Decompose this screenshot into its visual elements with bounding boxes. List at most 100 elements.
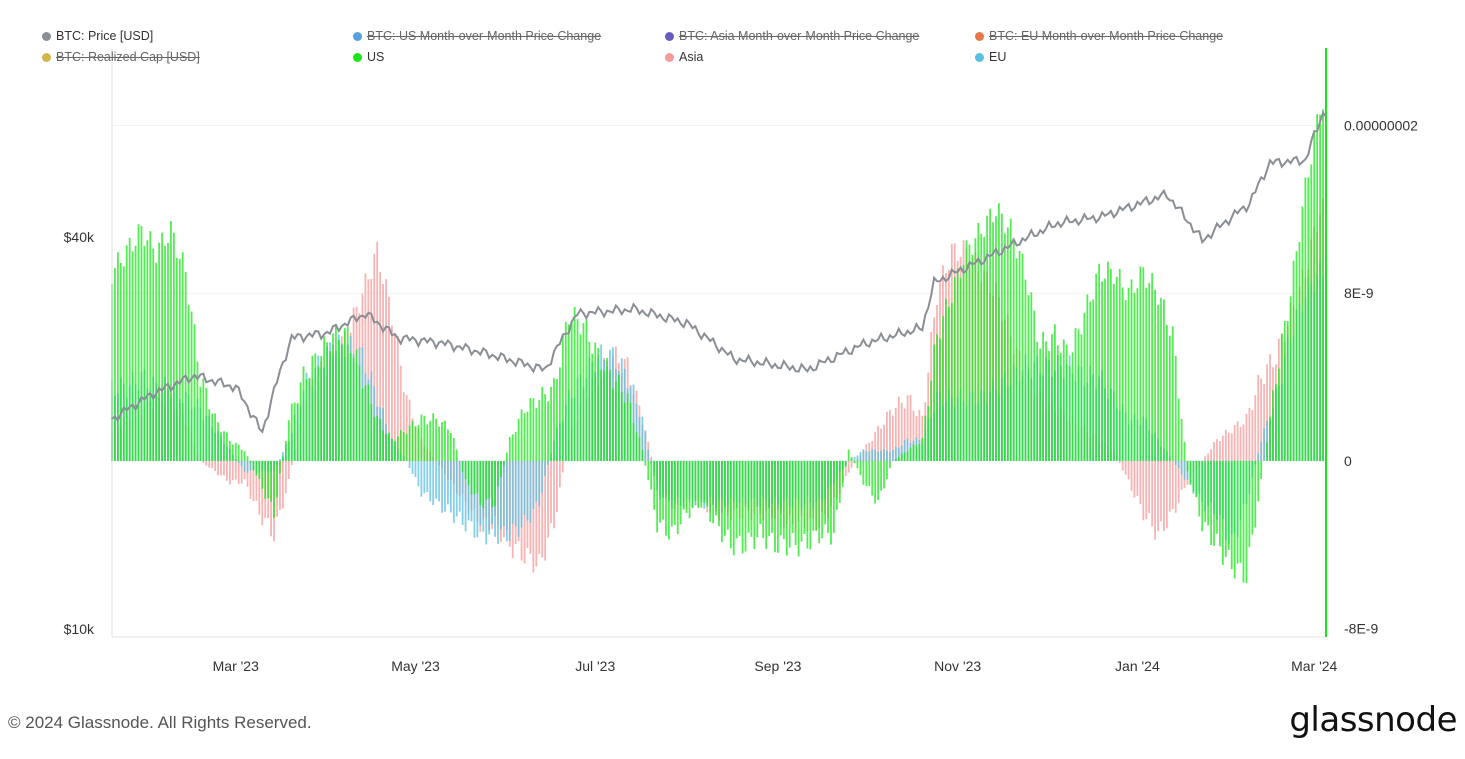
bar-us [517, 418, 520, 461]
bar-us [1251, 460, 1254, 535]
bar-asia [880, 428, 882, 461]
bar-asia [376, 241, 379, 461]
bar-us [1133, 292, 1136, 461]
bar-us [715, 460, 717, 516]
bar-us [122, 266, 125, 461]
bar-us [158, 242, 161, 461]
bar-us [164, 245, 166, 461]
bar-us [1118, 268, 1121, 461]
bar-us [1307, 177, 1310, 461]
bar-us [1039, 348, 1042, 461]
legend-item-asia[interactable]: Asia [665, 50, 703, 64]
bar-eu [452, 460, 455, 524]
bar-asia [1254, 395, 1257, 461]
bar-asia [1154, 460, 1156, 540]
bar-us [1077, 329, 1080, 461]
bar-us [900, 453, 903, 461]
bar-asia [874, 431, 877, 461]
right-axis-tick-label: -8E-9 [1344, 621, 1378, 637]
price-line[interactable] [111, 110, 1327, 434]
bar-us [1280, 334, 1283, 461]
bar-us [308, 377, 311, 461]
bars [111, 93, 1327, 584]
bar-eu [523, 460, 526, 516]
legend-item-btc-asia-month-over-month-price-change[interactable]: BTC: Asia Month-over-Month Price Change [665, 29, 919, 43]
bar-eu [1260, 441, 1263, 461]
bar-us [382, 430, 384, 461]
bar-asia [1207, 453, 1210, 461]
bar-eu [880, 450, 882, 461]
bar-asia [1174, 460, 1177, 513]
bar-asia [538, 460, 541, 555]
bar-us [962, 265, 965, 461]
bar-us [385, 434, 387, 461]
bar-us [391, 438, 393, 461]
legend-item-us[interactable]: US [353, 50, 384, 64]
bar-us [1207, 460, 1210, 526]
x-axis-ticks: Mar '23 May '23 Jul '23 Sep '23 Nov '23 Jan '… [213, 658, 1338, 674]
bar-eu [432, 460, 435, 506]
bar-us [125, 245, 128, 461]
bar-us [850, 457, 853, 461]
bar-us [986, 215, 989, 461]
bar-us [175, 257, 178, 461]
bar-asia [217, 460, 219, 476]
bar-us [782, 460, 785, 540]
bar-asia [1130, 460, 1133, 491]
bar-us [293, 402, 296, 461]
bar-us [591, 353, 594, 461]
bar-us [373, 417, 376, 461]
bar-asia [1118, 460, 1121, 464]
bar-us [944, 298, 947, 461]
bar-us [408, 425, 411, 461]
legend-item-btc-realized-cap-usd[interactable]: BTC: Realized Cap [USD] [42, 50, 200, 64]
bar-us [1192, 460, 1195, 492]
bar-eu [249, 460, 252, 471]
bar-asia [1151, 460, 1154, 527]
bar-asia [1124, 460, 1127, 475]
bar-us [1009, 218, 1012, 461]
bar-us [856, 460, 859, 469]
bar-us [172, 232, 175, 461]
bar-us [508, 437, 511, 461]
bar-us [529, 397, 532, 461]
bar-us [1242, 460, 1245, 583]
bar-asia [1136, 460, 1139, 497]
bar-us [514, 431, 517, 461]
legend-item-btc-us-month-over-month-price-change[interactable]: BTC: US Month-over-Month Price Change [353, 29, 601, 43]
bar-us [871, 460, 874, 496]
bar-us [859, 460, 862, 476]
bar-us [261, 460, 264, 489]
bar-us [597, 347, 600, 461]
legend-item-btc-price-usd[interactable]: BTC: Price [USD] [42, 29, 153, 43]
bar-us [296, 403, 299, 461]
bar-eu [862, 449, 865, 461]
legend-item-btc-eu-month-over-month-price-change[interactable]: BTC: EU Month-over-Month Price Change [975, 29, 1223, 43]
glassnode-logo[interactable]: glassnode [1289, 700, 1457, 740]
bar-us [827, 460, 829, 533]
bar-us [933, 344, 936, 461]
legend-dot-icon [42, 52, 51, 62]
bar-eu [897, 447, 900, 461]
bar-us [612, 388, 614, 461]
left-axis-tick-label: $40k [64, 229, 95, 245]
bar-asia [399, 365, 402, 461]
bar-asia [370, 279, 373, 461]
bar-eu [865, 451, 868, 461]
bar-us [830, 460, 832, 545]
bar-us [196, 361, 199, 461]
bar-us [1233, 460, 1236, 579]
bar-us [947, 306, 950, 461]
bar-eu [1266, 420, 1268, 461]
bar-us [414, 426, 417, 461]
bar-us [1171, 326, 1174, 461]
bar-asia [258, 460, 261, 515]
bar-us [497, 460, 499, 487]
bar-asia [1177, 460, 1180, 503]
bar-asia [252, 460, 255, 502]
legend-item-eu[interactable]: EU [975, 50, 1006, 64]
bar-asia [1227, 432, 1230, 461]
bar-asia [388, 296, 390, 461]
bar-us [243, 451, 246, 461]
bar-asia [556, 460, 558, 513]
